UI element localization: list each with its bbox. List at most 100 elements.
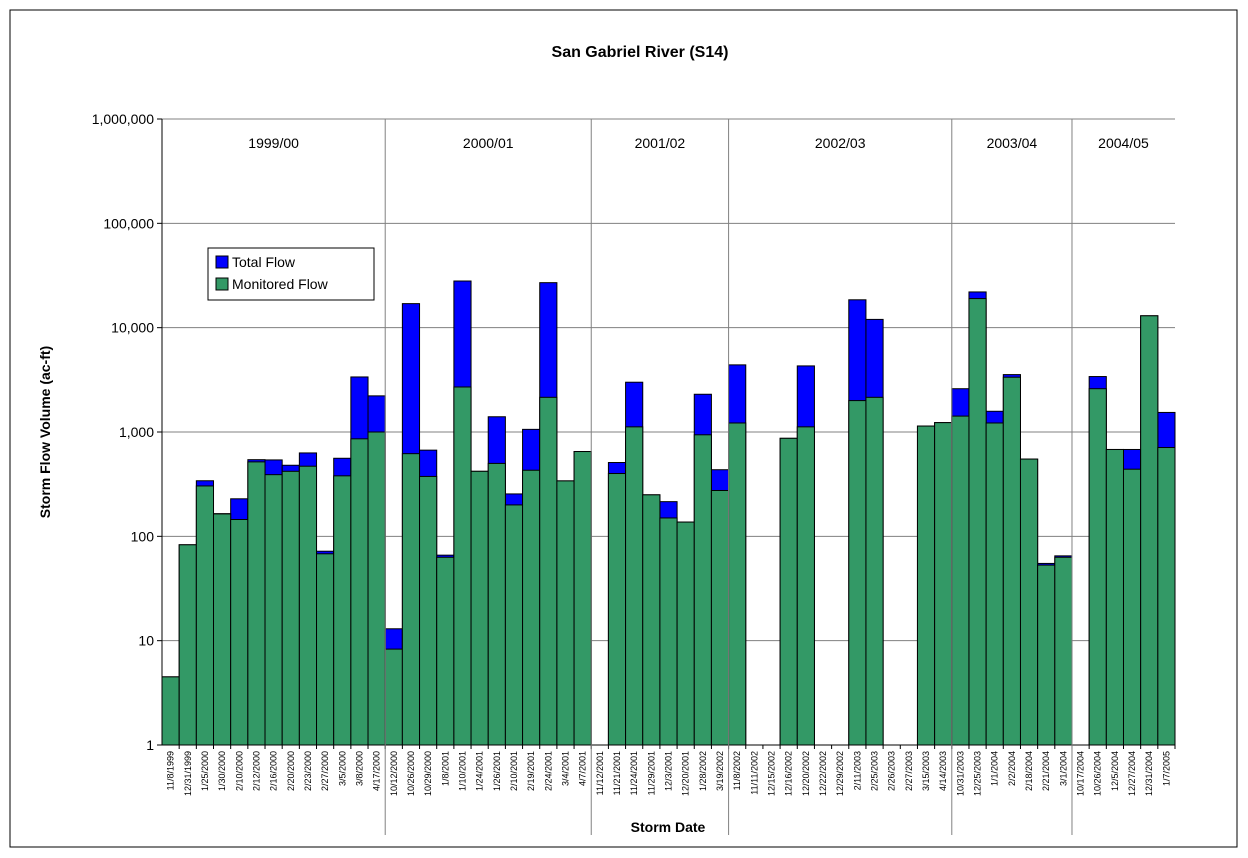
group-label: 2000/01 (463, 135, 514, 151)
x-tick-label: 1/7/2005 (1161, 751, 1171, 786)
x-tick-label: 1/26/2001 (492, 751, 502, 791)
bar (161, 676, 180, 746)
legend-swatch (215, 255, 229, 269)
bar (522, 469, 541, 746)
x-tick-label: 10/12/2000 (389, 751, 399, 796)
legend-label: Total Flow (232, 254, 296, 270)
bar (659, 517, 678, 746)
bar (539, 396, 558, 746)
x-tick-label: 3/1/2004 (1058, 751, 1068, 786)
x-tick-label: 11/21/2001 (612, 751, 622, 795)
bar (642, 494, 661, 746)
group-label: 2001/02 (635, 135, 686, 151)
y-tick-label: 1,000,000 (92, 111, 154, 127)
bar (178, 544, 197, 746)
x-tick-label: 12/20/2001 (681, 751, 691, 796)
x-tick-label: 1/25/2000 (200, 751, 210, 791)
legend-box (207, 247, 375, 301)
bar (1140, 315, 1159, 746)
bar (710, 489, 730, 746)
x-tick-label: 10/29/2000 (423, 751, 433, 796)
bar (848, 400, 867, 746)
x-tick-label: 11/8/1999 (166, 751, 176, 790)
y-tick-label: 100 (131, 528, 155, 544)
bar (436, 556, 455, 746)
bar (728, 422, 747, 746)
x-tick-label: 10/31/2003 (955, 751, 965, 796)
bar (487, 462, 506, 746)
y-tick-label: 10,000 (111, 320, 154, 336)
x-tick-label: 12/27/2004 (1127, 751, 1137, 796)
bar (1037, 564, 1056, 746)
x-tick-label: 2/11/2003 (852, 751, 862, 790)
group-label: 2002/03 (815, 135, 866, 151)
bar (865, 396, 884, 746)
bar (298, 465, 318, 746)
x-tick-label: 11/12/2001 (595, 751, 605, 795)
x-tick-label: 12/29/2002 (835, 751, 845, 796)
x-tick-label: 11/11/2002 (749, 751, 759, 795)
x-tick-label: 12/5/2004 (1110, 751, 1120, 791)
x-tick-label: 12/31/2004 (1144, 751, 1154, 796)
bar (573, 451, 592, 746)
x-tick-label: 11/8/2002 (732, 751, 742, 790)
x-tick-label: 10/26/2000 (406, 751, 416, 796)
group-label: 2004/05 (1098, 135, 1149, 151)
y-tick-label: 1 (146, 737, 154, 753)
x-tick-label: 2/16/2000 (269, 751, 279, 791)
bar (316, 553, 335, 746)
bar (1088, 388, 1107, 746)
x-tick-label: 12/25/2003 (973, 751, 983, 796)
bar (1157, 447, 1176, 746)
bar (916, 425, 936, 746)
bar (350, 438, 369, 746)
bar (213, 513, 232, 746)
x-tick-label: 1/10/2001 (457, 751, 467, 791)
bar (401, 453, 421, 746)
bar (504, 504, 524, 746)
x-tick-label: 10/26/2004 (1093, 751, 1103, 796)
bar (934, 422, 953, 746)
x-tick-label: 1/24/2001 (475, 751, 485, 791)
x-tick-label: 3/19/2002 (715, 751, 725, 791)
x-tick-label: 12/15/2002 (767, 751, 777, 796)
x-tick-label: 12/16/2002 (784, 751, 794, 796)
x-tick-label: 12/31/1999 (183, 751, 193, 796)
bar (333, 475, 352, 746)
group-label: 2003/04 (987, 135, 1038, 151)
x-tick-label: 2/27/2003 (904, 751, 914, 791)
bar (1019, 458, 1039, 746)
x-tick-label: 12/20/2002 (801, 751, 811, 796)
chart-title: San Gabriel River (S14) (552, 44, 729, 61)
y-axis-title: Storm Flow Volume (ac-ft) (37, 346, 53, 518)
x-tick-label: 4/14/2003 (938, 751, 948, 791)
bar (1054, 556, 1073, 746)
x-tick-label: 3/5/2000 (337, 751, 347, 786)
bar (264, 474, 283, 746)
bar (693, 434, 712, 746)
bar (968, 298, 987, 746)
bar (230, 518, 249, 746)
x-tick-label: 4/7/2001 (578, 751, 588, 786)
bar (607, 473, 627, 746)
x-tick-label: 3/15/2003 (921, 751, 931, 791)
x-tick-label: 10/17/2004 (1076, 751, 1086, 796)
x-tick-label: 2/25/2003 (870, 751, 880, 791)
x-tick-label: 2/26/2003 (887, 751, 897, 791)
x-tick-label: 11/29/2001 (646, 751, 656, 795)
bar (796, 426, 815, 746)
x-tick-label: 1/8/2001 (440, 751, 450, 786)
bar (676, 521, 695, 746)
x-tick-label: 1/30/2000 (217, 751, 227, 791)
x-tick-label: 2/20/2000 (286, 751, 296, 791)
x-tick-label: 2/21/2004 (1041, 751, 1051, 791)
bar (625, 426, 644, 746)
y-tick-label: 10 (138, 633, 154, 649)
bar (1122, 468, 1142, 746)
x-tick-label: 2/18/2004 (1024, 751, 1034, 791)
legend-swatch (215, 277, 229, 291)
bar (367, 431, 386, 746)
x-tick-label: 2/23/2000 (303, 751, 313, 791)
x-tick-label: 3/8/2000 (354, 751, 364, 786)
